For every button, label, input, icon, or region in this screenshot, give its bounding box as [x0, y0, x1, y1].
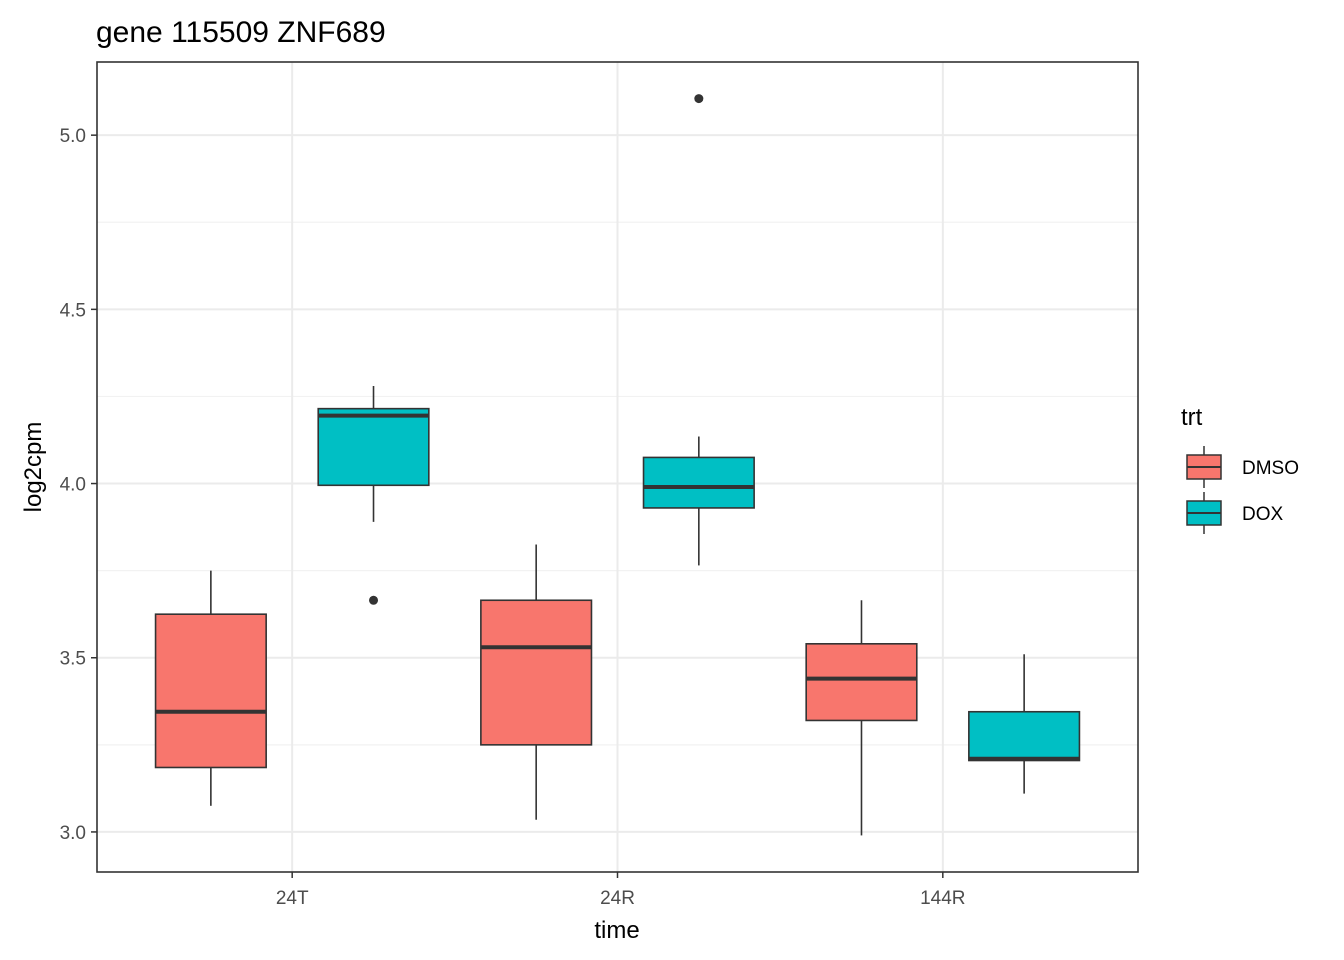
x-tick-label: 144R — [920, 888, 965, 909]
outlier-point — [369, 595, 379, 605]
y-tick-label: 5.0 — [60, 126, 86, 147]
box-dox-144r — [968, 654, 1081, 794]
y-axis-title: log2cpm — [20, 422, 47, 513]
legend-label: DOX — [1242, 504, 1284, 525]
y-tick-label: 4.0 — [60, 475, 86, 496]
x-axis-title: time — [594, 917, 639, 944]
y-axis: 3.0 3.5 4.0 4.5 5.0 — [60, 126, 97, 844]
legend: trt DMSO DOX — [1181, 404, 1299, 534]
y-tick-label: 3.0 — [60, 823, 86, 844]
outlier-point — [694, 94, 704, 104]
box-iqr — [642, 456, 755, 509]
legend-label: DMSO — [1242, 458, 1299, 479]
box-iqr — [480, 599, 593, 746]
x-tick-label: 24R — [600, 888, 635, 909]
box-iqr — [317, 407, 430, 487]
box-iqr — [805, 643, 918, 722]
box-dox-24r — [642, 94, 755, 566]
major-gridlines — [97, 62, 1138, 872]
box-iqr — [154, 613, 267, 769]
legend-entry-dox: DOX — [1186, 492, 1284, 534]
box-dox-24t — [317, 386, 430, 605]
boxes-layer — [154, 94, 1081, 836]
legend-title: trt — [1181, 404, 1203, 431]
legend-entry-dmso: DMSO — [1186, 446, 1299, 488]
box-iqr — [968, 710, 1081, 762]
box-dmso-144r — [805, 600, 918, 836]
y-tick-label: 4.5 — [60, 300, 86, 321]
box-dmso-24t — [154, 570, 267, 806]
box-dmso-24r — [480, 544, 593, 820]
chart-title: gene 115509 ZNF689 — [96, 16, 386, 49]
y-tick-label: 3.5 — [60, 649, 86, 670]
x-tick-label: 24T — [276, 888, 309, 909]
x-axis: 24T 24R 144R — [276, 872, 966, 909]
